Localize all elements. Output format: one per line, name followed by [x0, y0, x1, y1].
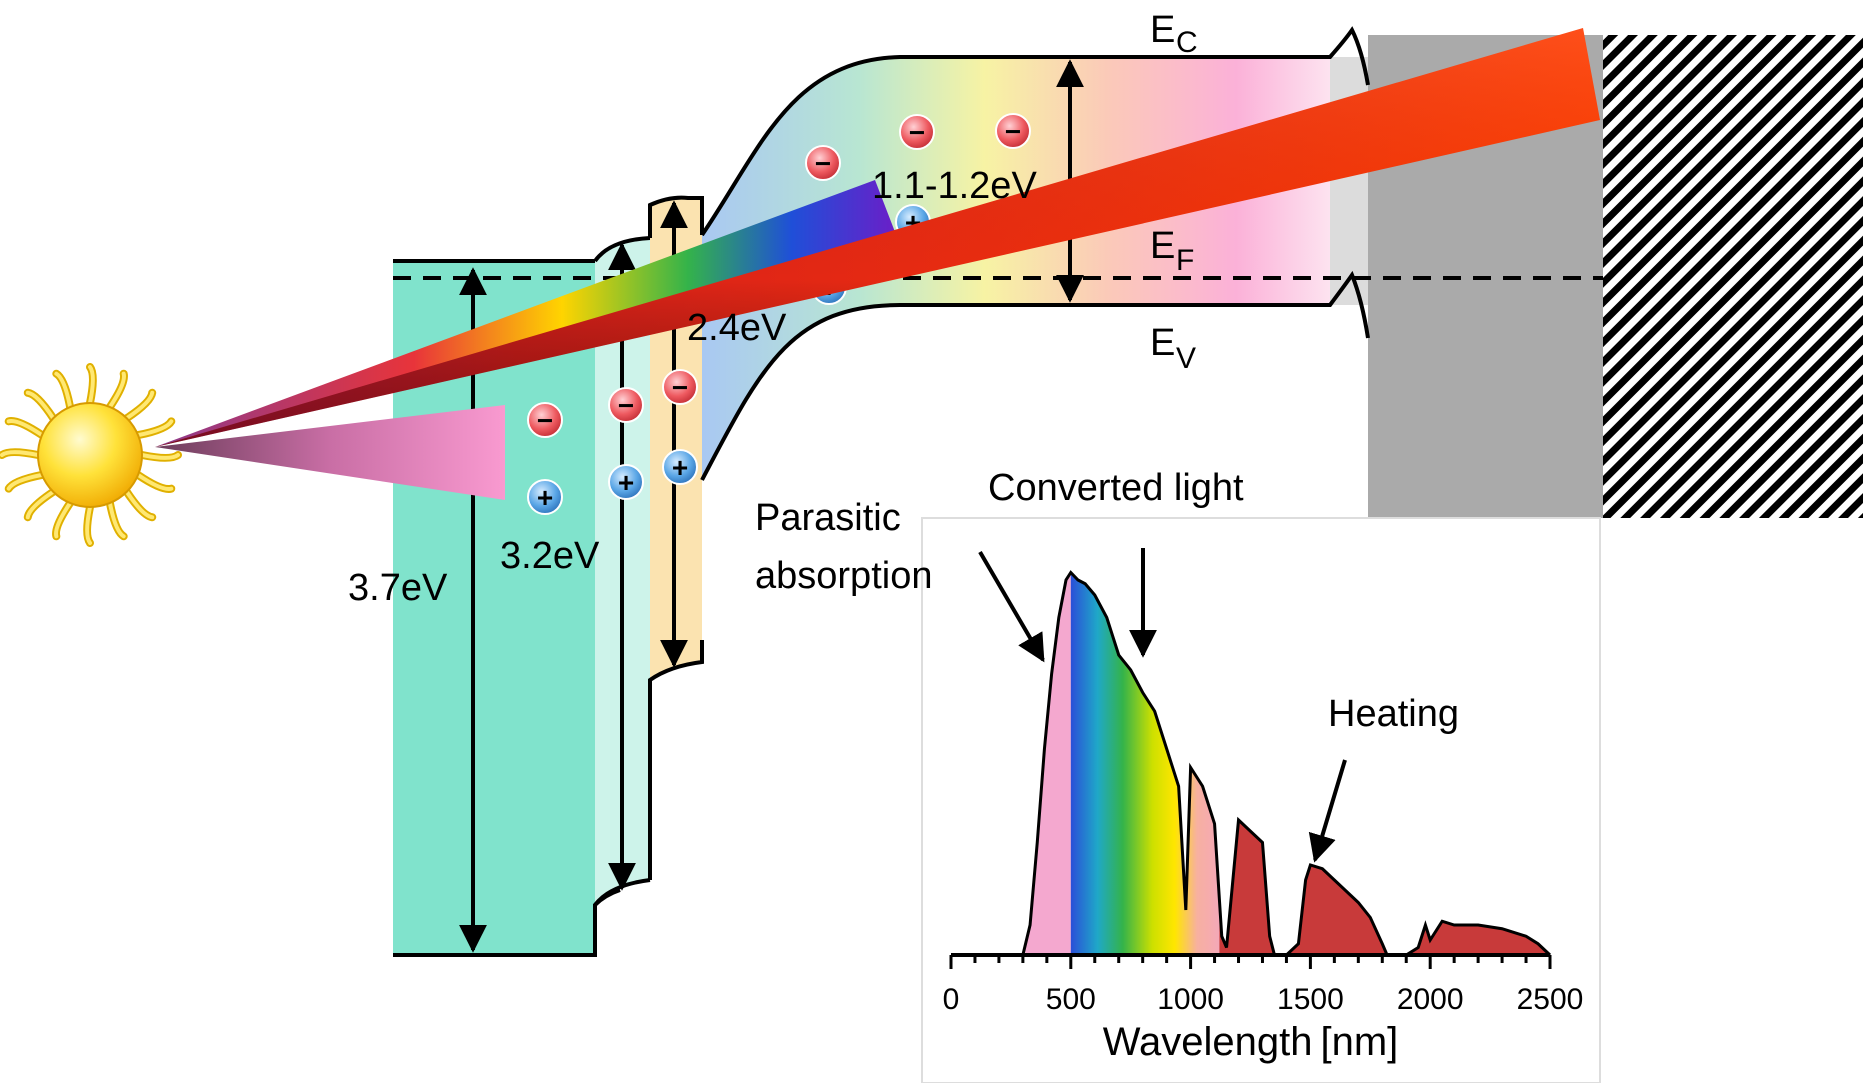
electron-symbol: − — [909, 117, 925, 148]
sun-ray-highlight — [107, 501, 126, 539]
electron: − — [662, 369, 698, 405]
electron: − — [608, 387, 644, 423]
svg-text:C: C — [1176, 26, 1198, 59]
x-tick-label: 2000 — [1397, 983, 1464, 1016]
electron-symbol: − — [618, 390, 634, 421]
red-beam — [155, 28, 1600, 447]
x-tick-label: 500 — [1046, 983, 1096, 1016]
x-tick-label: 0 — [943, 983, 960, 1016]
electron-symbol: − — [672, 372, 688, 403]
hole-symbol: + — [672, 452, 688, 483]
label-gap-3-2: 3.2eV — [500, 535, 600, 577]
metal-hatch — [1603, 35, 1863, 518]
electron: − — [995, 113, 1031, 149]
sun-ray-highlight — [136, 472, 174, 491]
sun-ray-highlight — [124, 390, 155, 421]
hole: + — [608, 464, 644, 500]
sun-ray-highlight — [124, 489, 155, 520]
label-parasitic-2: absorption — [755, 555, 932, 597]
svg-text:E: E — [1150, 225, 1175, 267]
svg-text:E: E — [1150, 9, 1175, 51]
hole-symbol: + — [537, 482, 553, 513]
svg-text:F: F — [1176, 244, 1194, 277]
svg-text:E: E — [1150, 322, 1175, 364]
sun-ray-highlight — [54, 501, 73, 539]
sun-disc — [37, 402, 143, 508]
electron-symbol: − — [1005, 116, 1021, 147]
electron-symbol: − — [815, 148, 831, 179]
label-gap-1-1: 1.1-1.2eV — [872, 165, 1037, 207]
electron: − — [899, 114, 935, 150]
label-ef: E F — [1150, 225, 1194, 277]
sun-ray-highlight — [54, 371, 73, 409]
x-tick-label: 1500 — [1277, 983, 1344, 1016]
sun-ray-highlight — [107, 371, 126, 409]
rainbow-beam — [155, 180, 895, 447]
electron: − — [527, 402, 563, 438]
label-ev: E V — [1150, 322, 1196, 375]
x-axis-title: Wavelength [nm] — [1103, 1020, 1399, 1064]
arrow-parasitic — [978, 550, 1045, 663]
x-tick-label: 1000 — [1157, 983, 1224, 1016]
label-gap-3-7: 3.7eV — [348, 567, 448, 609]
sun-ray-highlight — [0, 450, 40, 457]
label-converted-light: Converted light — [988, 467, 1244, 509]
label-gap-2-4: 2.4eV — [687, 307, 787, 349]
label-ec: E C — [1150, 9, 1198, 59]
sun-ray-highlight — [136, 419, 174, 438]
sun-ray-highlight — [88, 365, 95, 405]
sun-icon — [0, 363, 182, 547]
spectrum-outline — [1021, 570, 1552, 957]
sun-ray-highlight — [25, 390, 56, 421]
electron-symbol: − — [537, 405, 553, 436]
hole: + — [662, 449, 698, 485]
arrow-heating — [1308, 759, 1347, 863]
spectrum-inset — [921, 517, 1601, 1084]
sun-ray-highlight — [6, 419, 44, 438]
x-tick-label: 2500 — [1517, 983, 1584, 1016]
sun-ray-highlight — [6, 472, 44, 491]
hole: + — [527, 479, 563, 515]
hole-symbol: + — [618, 467, 634, 498]
label-heating: Heating — [1328, 693, 1459, 735]
sun-ray-highlight — [25, 489, 56, 520]
label-parasitic-1: Parasitic — [755, 497, 901, 539]
pink-beam — [155, 405, 505, 500]
sun-ray-highlight — [140, 453, 180, 460]
svg-text:V: V — [1176, 342, 1196, 375]
electron: − — [805, 145, 841, 181]
sun-ray-highlight — [85, 505, 92, 545]
